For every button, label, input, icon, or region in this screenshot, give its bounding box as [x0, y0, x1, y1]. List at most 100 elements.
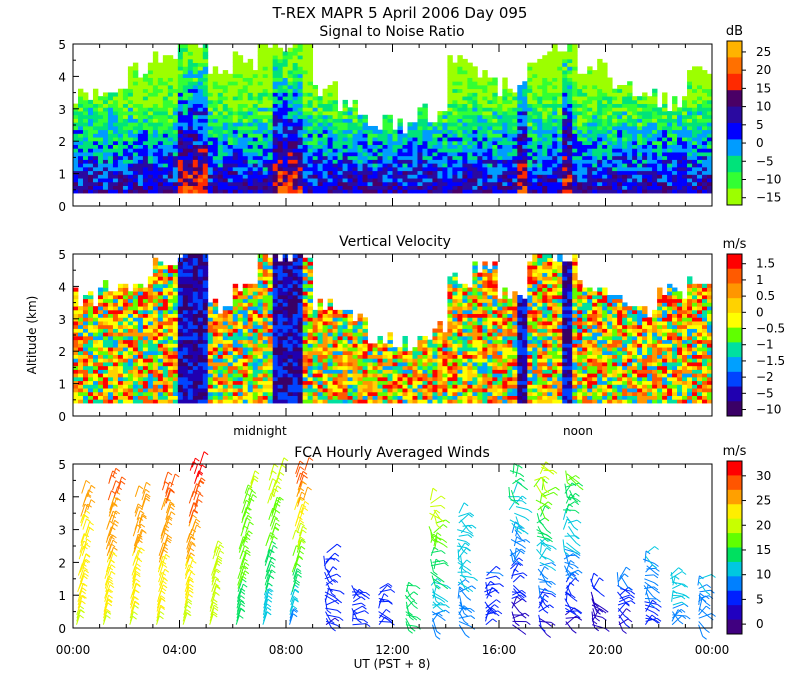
heatmap-cell: [597, 159, 603, 164]
heatmap-cell: [92, 155, 99, 160]
heatmap-cell: [157, 339, 164, 344]
heatmap-cell: [142, 84, 149, 90]
heatmap-cell: [617, 159, 623, 164]
heatmap-cell: [517, 88, 523, 93]
heatmap-cell: [192, 365, 199, 370]
heatmap-cell: [357, 152, 363, 157]
heatmap-cell: [417, 189, 423, 194]
heatmap-cell: [117, 178, 124, 183]
heatmap-cell: [197, 287, 204, 292]
heatmap-cell: [407, 133, 413, 138]
heatmap-cell: [102, 321, 109, 326]
heatmap-cell: [267, 58, 274, 64]
heatmap-cell: [522, 125, 528, 131]
heatmap-cell: [157, 298, 164, 303]
heatmap-cell: [502, 99, 508, 105]
heatmap-cell: [157, 178, 164, 183]
heatmap-cell: [187, 44, 194, 49]
heatmap-cell: [332, 144, 338, 149]
heatmap-cell: [102, 92, 109, 97]
heatmap-cell: [402, 155, 408, 160]
heatmap-cell: [217, 114, 224, 119]
heatmap-cell: [107, 133, 114, 138]
heatmap-cell: [132, 144, 139, 149]
heatmap-cell: [327, 103, 333, 108]
heatmap-cell: [207, 77, 214, 82]
heatmap-cell: [202, 47, 209, 52]
heatmap-cell: [272, 137, 279, 142]
heatmap-cell: [127, 185, 134, 190]
heatmap-cell: [692, 137, 698, 142]
heatmap-cell: [537, 163, 543, 168]
heatmap-cell: [122, 159, 129, 164]
heatmap-cell: [92, 133, 99, 138]
heatmap-cell: [397, 159, 403, 164]
heatmap-cell: [462, 185, 468, 190]
heatmap-cell: [97, 302, 104, 307]
heatmap-cell: [257, 62, 264, 67]
heatmap-cell: [452, 114, 458, 119]
heatmap-cell: [142, 365, 149, 370]
heatmap-cell: [532, 111, 538, 116]
heatmap-cell: [137, 118, 144, 123]
heatmap-cell: [87, 328, 94, 333]
heatmap-cell: [542, 107, 548, 112]
heatmap-cell: [102, 144, 109, 149]
heatmap-cell: [107, 369, 114, 374]
heatmap-cell: [112, 395, 119, 400]
heatmap-cell: [532, 140, 538, 146]
heatmap-cell: [477, 159, 483, 164]
heatmap-cell: [487, 77, 493, 82]
heatmap-cell: [127, 369, 134, 374]
heatmap-cell: [127, 66, 134, 71]
heatmap-cell: [197, 144, 204, 149]
heatmap-cell: [322, 155, 328, 160]
heatmap-cell: [622, 84, 628, 90]
heatmap-cell: [217, 92, 224, 97]
heatmap-cell: [152, 159, 159, 164]
heatmap-cell: [352, 137, 358, 142]
heatmap-cell: [477, 155, 483, 160]
heatmap-cell: [372, 178, 378, 183]
heatmap-cell: [242, 170, 249, 175]
heatmap-cell: [73, 159, 79, 164]
heatmap-cell: [497, 181, 503, 186]
heatmap-cell: [517, 155, 523, 160]
heatmap-cell: [307, 159, 314, 164]
heatmap-cell: [242, 133, 249, 138]
heatmap-cell: [137, 125, 144, 131]
heatmap-cell: [277, 51, 284, 56]
heatmap-cell: [177, 174, 184, 179]
panel1-title: Signal to Noise Ratio: [319, 24, 464, 40]
heatmap-cell: [137, 339, 144, 344]
heatmap-cell: [607, 107, 613, 112]
heatmap-cell: [87, 129, 94, 134]
heatmap-cell: [207, 103, 214, 108]
heatmap-cell: [587, 129, 593, 134]
heatmap-cell: [522, 185, 528, 190]
heatmap-cell: [537, 137, 543, 142]
heatmap-cell: [522, 92, 528, 97]
heatmap-cell: [492, 99, 498, 105]
heatmap-cell: [367, 189, 373, 194]
heatmap-cell: [297, 55, 304, 60]
heatmap-cell: [452, 137, 458, 142]
heatmap-cell: [117, 358, 124, 363]
heatmap-cell: [202, 163, 209, 168]
heatmap-cell: [642, 133, 648, 138]
heatmap-cell: [402, 152, 408, 157]
heatmap-cell: [162, 373, 169, 378]
heatmap-cell: [277, 140, 284, 146]
heatmap-cell: [677, 129, 683, 134]
heatmap-cell: [247, 62, 254, 67]
heatmap-cell: [122, 384, 129, 389]
heatmap-cell: [482, 152, 488, 157]
heatmap-cell: [137, 358, 144, 363]
heatmap-cell: [137, 283, 144, 288]
heatmap-cell: [507, 114, 513, 119]
heatmap-cell: [702, 159, 708, 164]
heatmap-cell: [507, 178, 513, 183]
heatmap-cell: [142, 178, 149, 183]
heatmap-cell: [282, 166, 289, 172]
heatmap-cell: [637, 99, 643, 105]
